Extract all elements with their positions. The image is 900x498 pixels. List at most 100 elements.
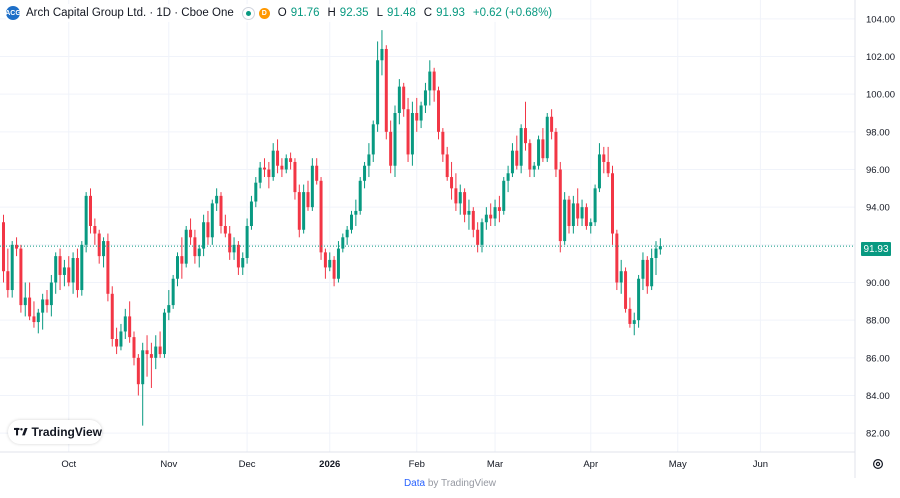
candle-82: [358, 177, 362, 215]
candle-21: [93, 218, 97, 245]
candle-119: [519, 124, 523, 174]
candle-33: [145, 335, 149, 377]
candle-26: [115, 327, 119, 355]
candle-75: [328, 252, 332, 272]
low-label: L: [376, 7, 383, 19]
y-tick-label-3: 88.00: [866, 316, 890, 327]
candle-94: [410, 101, 414, 166]
x-tick-label-5: Mar: [487, 459, 503, 470]
candle-150: [654, 241, 658, 275]
candle-52: [228, 226, 232, 260]
symbol-legend[interactable]: ACG Arch Capital Group Ltd. · 1D · Cboe …: [5, 4, 553, 22]
data-badge-icon[interactable]: D: [258, 7, 270, 19]
candle-56: [245, 218, 249, 264]
candle-91: [397, 79, 401, 125]
candle-55: [241, 252, 245, 275]
data-link[interactable]: Data: [403, 478, 426, 489]
candle-66: [289, 152, 293, 170]
candle-5: [23, 282, 27, 317]
candle-22: [97, 229, 101, 264]
candle-39: [171, 274, 175, 309]
candle-129: [563, 192, 567, 245]
open-value: 91.76: [290, 7, 320, 19]
candle-46: [202, 214, 206, 257]
candle-137: [597, 143, 601, 193]
candle-146: [637, 274, 641, 328]
candle-127: [554, 128, 558, 178]
settings-gear-icon[interactable]: [872, 458, 884, 470]
candle-80: [350, 210, 353, 234]
symbol-title[interactable]: Arch Capital Group Ltd. · 1D · Cboe One: [26, 7, 234, 19]
candle-7: [32, 301, 36, 328]
candle-9: [41, 293, 45, 330]
candle-90: [393, 105, 397, 178]
candle-38: [167, 290, 171, 321]
x-tick-label-6: Apr: [583, 459, 598, 470]
candle-114: [497, 195, 501, 223]
candle-107: [467, 199, 471, 230]
candle-13: [58, 248, 62, 291]
candle-98: [428, 60, 432, 106]
candle-131: [571, 195, 575, 234]
candle-50: [219, 192, 223, 234]
candle-73: [319, 177, 323, 260]
y-tick-label-4: 90.00: [866, 278, 890, 289]
candle-102: [445, 146, 449, 181]
candle-0: [2, 214, 5, 283]
footer-attribution: Data by TradingView: [0, 478, 900, 489]
candle-93: [406, 97, 410, 162]
candle-70: [306, 180, 310, 211]
tradingview-logo[interactable]: TradingView: [8, 420, 102, 444]
candle-99: [432, 67, 436, 102]
candle-58: [254, 177, 258, 208]
high-label: H: [327, 7, 336, 19]
candle-140: [611, 165, 614, 245]
y-tick-label-6: 94.00: [866, 203, 890, 214]
candle-61: [267, 161, 271, 189]
candle-133: [580, 199, 584, 226]
candle-111: [484, 207, 488, 230]
symbol-logo-icon: ACG: [5, 6, 21, 20]
y-tick-label-0: 82.00: [866, 429, 890, 440]
candle-88: [384, 45, 388, 140]
candle-97: [423, 82, 427, 113]
market-status-icon[interactable]: [241, 6, 255, 20]
candle-134: [584, 203, 588, 230]
x-tick-label-3: 2026: [319, 459, 340, 470]
candle-76: [332, 256, 336, 287]
last-price-badge: 91.93: [861, 242, 891, 256]
candle-103: [450, 161, 454, 200]
candle-8: [36, 308, 40, 334]
candle-1: [6, 248, 10, 298]
candle-12: [54, 252, 58, 294]
candlestick-chart[interactable]: 82.0084.0086.0088.0090.0092.0094.0096.00…: [0, 0, 900, 478]
open-label: O: [277, 7, 287, 19]
candle-147: [641, 252, 645, 291]
candle-20: [89, 188, 92, 234]
change-value: +0.62 (+0.68%): [472, 7, 553, 19]
candle-118: [515, 135, 519, 170]
candle-27: [119, 323, 123, 351]
y-tick-label-1: 84.00: [866, 391, 890, 402]
candle-59: [258, 161, 262, 189]
candle-142: [619, 259, 623, 294]
candle-104: [454, 173, 458, 211]
candle-79: [345, 226, 349, 245]
x-tick-label-8: Jun: [753, 459, 768, 470]
candles-group: [2, 30, 662, 426]
candle-62: [271, 143, 275, 181]
candle-32: [141, 342, 145, 426]
time-axis[interactable]: Oct Nov Dec 2026 Feb Mar Apr May Jun: [61, 459, 768, 470]
candle-24: [106, 233, 110, 302]
candle-44: [193, 229, 197, 264]
candle-65: [284, 154, 288, 174]
candle-77: [336, 241, 340, 283]
low-value: 91.48: [386, 7, 416, 19]
candle-89: [389, 120, 393, 174]
candle-4: [19, 244, 23, 313]
tradingview-logo-text: TradingView: [31, 425, 102, 439]
candle-28: [123, 308, 127, 339]
candle-121: [528, 139, 532, 178]
price-axis[interactable]: 82.0084.0086.0088.0090.0092.0094.0096.00…: [866, 14, 895, 439]
candle-19: [84, 192, 88, 253]
